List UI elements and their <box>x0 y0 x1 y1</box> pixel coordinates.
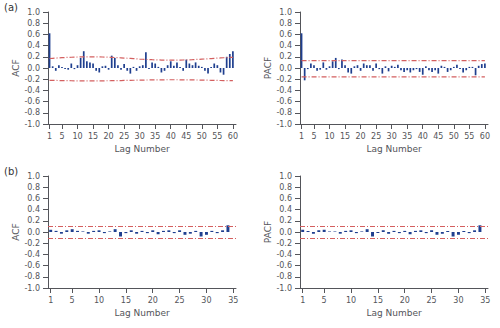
svg-text:0.0: 0.0 <box>27 64 40 73</box>
svg-text:1.0: 1.0 <box>27 8 40 17</box>
svg-text:-0.8: -0.8 <box>24 272 40 281</box>
svg-text:15: 15 <box>121 296 131 305</box>
svg-text:10: 10 <box>72 132 82 141</box>
svg-text:1.0: 1.0 <box>279 172 292 181</box>
svg-text:5: 5 <box>322 296 327 305</box>
svg-text:30: 30 <box>387 132 397 141</box>
svg-text:40: 40 <box>166 132 176 141</box>
svg-text:1: 1 <box>299 132 304 141</box>
svg-text:-1.0: -1.0 <box>24 284 40 293</box>
svg-text:0.4: 0.4 <box>27 205 40 214</box>
svg-text:50: 50 <box>449 132 459 141</box>
svg-text:0.0: 0.0 <box>27 228 40 237</box>
svg-text:(a): (a) <box>4 2 18 13</box>
svg-text:0.6: 0.6 <box>27 30 40 39</box>
svg-text:5: 5 <box>59 132 64 141</box>
svg-text:1.0: 1.0 <box>27 172 40 181</box>
svg-text:35: 35 <box>228 296 238 305</box>
svg-text:0.6: 0.6 <box>27 194 40 203</box>
svg-text:25: 25 <box>119 132 129 141</box>
svg-text:-1.0: -1.0 <box>24 120 40 129</box>
svg-text:20: 20 <box>104 132 114 141</box>
svg-text:40: 40 <box>418 132 428 141</box>
svg-text:-0.8: -0.8 <box>276 108 292 117</box>
svg-text:1: 1 <box>300 296 305 305</box>
svg-text:15: 15 <box>373 296 383 305</box>
svg-text:0.2: 0.2 <box>279 52 292 61</box>
svg-text:-0.8: -0.8 <box>276 272 292 281</box>
svg-text:55: 55 <box>464 132 474 141</box>
svg-text:50: 50 <box>197 132 207 141</box>
svg-text:10: 10 <box>324 132 334 141</box>
svg-text:0.0: 0.0 <box>279 64 292 73</box>
svg-text:-0.4: -0.4 <box>276 250 292 259</box>
svg-text:0.8: 0.8 <box>279 19 292 28</box>
svg-text:0.8: 0.8 <box>27 183 40 192</box>
svg-text:35: 35 <box>480 296 490 305</box>
svg-text:Lag Number: Lag Number <box>366 144 422 154</box>
svg-text:20: 20 <box>356 132 366 141</box>
svg-text:0.4: 0.4 <box>27 41 40 50</box>
svg-text:35: 35 <box>150 132 160 141</box>
svg-text:ACF: ACF <box>11 59 21 76</box>
svg-text:0.2: 0.2 <box>27 52 40 61</box>
svg-text:1.0: 1.0 <box>279 8 292 17</box>
svg-text:55: 55 <box>212 132 222 141</box>
svg-text:30: 30 <box>135 132 145 141</box>
svg-text:35: 35 <box>402 132 412 141</box>
svg-text:-0.2: -0.2 <box>24 239 40 248</box>
svg-text:10: 10 <box>94 296 104 305</box>
svg-text:-1.0: -1.0 <box>276 284 292 293</box>
svg-text:-0.6: -0.6 <box>276 97 292 106</box>
svg-text:20: 20 <box>148 296 158 305</box>
svg-text:0.2: 0.2 <box>27 216 40 225</box>
svg-text:-0.2: -0.2 <box>276 75 292 84</box>
svg-text:25: 25 <box>427 296 437 305</box>
svg-text:PACF: PACF <box>263 221 273 243</box>
svg-text:-0.4: -0.4 <box>24 250 40 259</box>
svg-text:1: 1 <box>48 296 53 305</box>
svg-text:30: 30 <box>453 296 463 305</box>
svg-text:-0.2: -0.2 <box>24 75 40 84</box>
svg-text:45: 45 <box>181 132 191 141</box>
svg-text:0.8: 0.8 <box>279 183 292 192</box>
svg-text:-0.6: -0.6 <box>24 97 40 106</box>
svg-text:30: 30 <box>201 296 211 305</box>
svg-text:0.4: 0.4 <box>279 205 292 214</box>
svg-text:PACF: PACF <box>263 57 273 79</box>
svg-text:-0.4: -0.4 <box>276 86 292 95</box>
svg-text:0.2: 0.2 <box>279 216 292 225</box>
svg-text:45: 45 <box>433 132 443 141</box>
svg-text:25: 25 <box>175 296 185 305</box>
svg-text:20: 20 <box>400 296 410 305</box>
svg-text:0.4: 0.4 <box>279 41 292 50</box>
svg-text:0.0: 0.0 <box>279 228 292 237</box>
svg-text:-0.4: -0.4 <box>24 86 40 95</box>
svg-text:Lag Number: Lag Number <box>366 308 422 318</box>
svg-text:(b): (b) <box>4 166 18 177</box>
svg-text:5: 5 <box>70 296 75 305</box>
svg-text:-1.0: -1.0 <box>276 120 292 129</box>
svg-text:0.8: 0.8 <box>27 19 40 28</box>
svg-text:1: 1 <box>47 132 52 141</box>
svg-text:60: 60 <box>228 132 238 141</box>
svg-text:-0.6: -0.6 <box>276 261 292 270</box>
svg-text:10: 10 <box>346 296 356 305</box>
svg-text:0.6: 0.6 <box>279 30 292 39</box>
svg-text:25: 25 <box>371 132 381 141</box>
svg-text:-0.2: -0.2 <box>276 239 292 248</box>
svg-text:0.6: 0.6 <box>279 194 292 203</box>
svg-text:Lag Number: Lag Number <box>114 144 170 154</box>
svg-text:Lag Number: Lag Number <box>114 308 170 318</box>
svg-text:60: 60 <box>480 132 490 141</box>
svg-text:15: 15 <box>340 132 350 141</box>
svg-text:-0.6: -0.6 <box>24 261 40 270</box>
svg-text:ACF: ACF <box>11 223 21 240</box>
svg-text:15: 15 <box>88 132 98 141</box>
svg-text:-0.8: -0.8 <box>24 108 40 117</box>
svg-text:5: 5 <box>311 132 316 141</box>
